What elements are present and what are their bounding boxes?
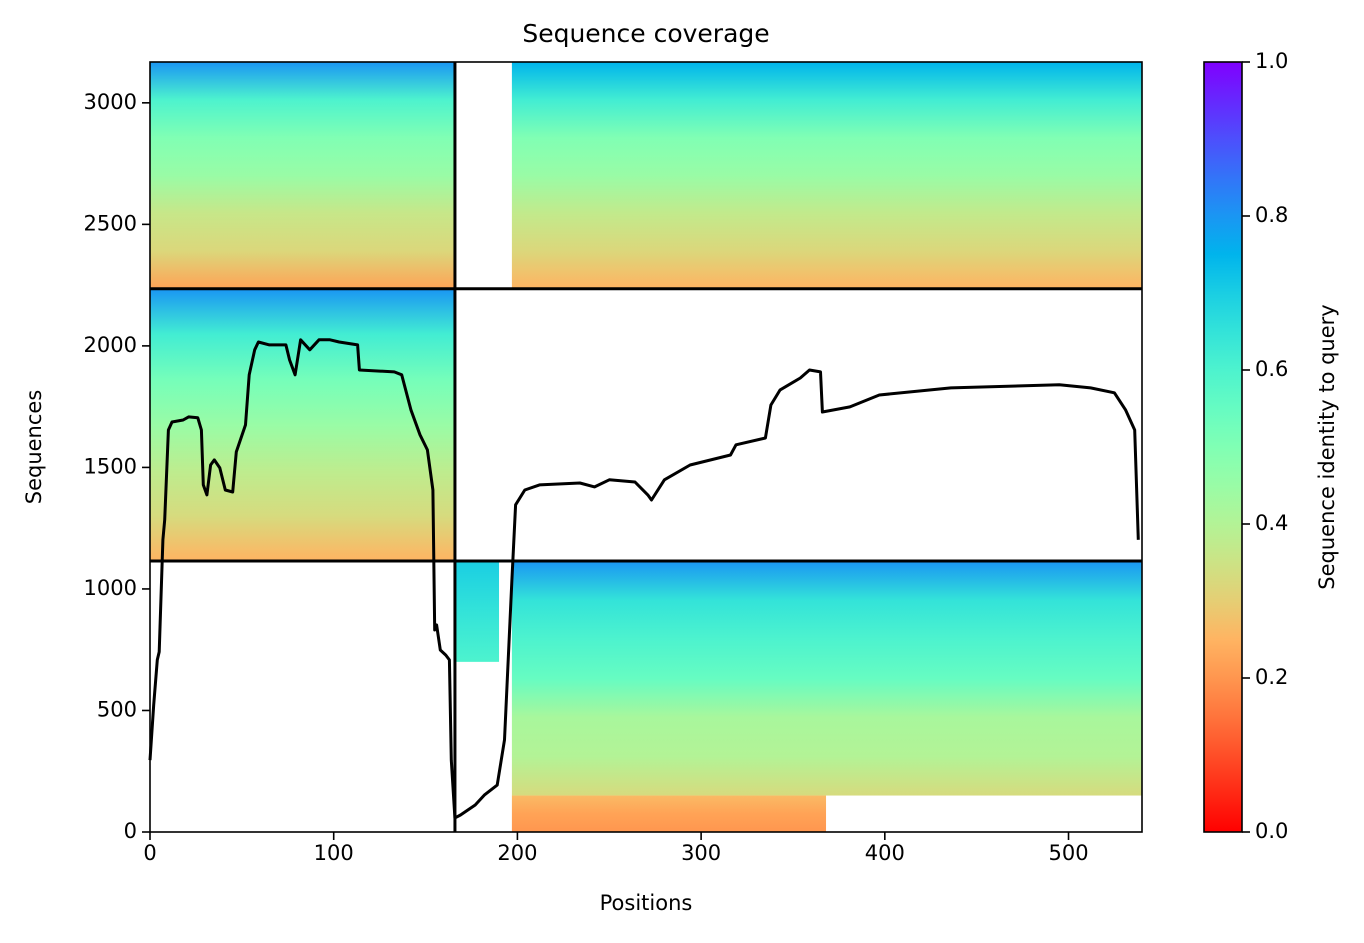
x-tick-label: 100: [314, 841, 354, 865]
coverage-block: [454, 560, 500, 662]
y-tick-label: 0: [124, 819, 137, 843]
colorbar-tick-label: 0.2: [1255, 665, 1288, 689]
x-tick-label: 0: [143, 841, 156, 865]
chart-title: Sequence coverage: [522, 19, 769, 48]
colorbar-tick-label: 0.6: [1255, 357, 1288, 381]
x-tick-label: 300: [681, 841, 721, 865]
coverage-block: [150, 62, 455, 289]
colorbar: [1203, 61, 1243, 833]
coverage-block: [150, 288, 455, 561]
coverage-block: [511, 795, 827, 832]
y-tick-label: 1000: [84, 576, 137, 600]
y-tick-label: 500: [97, 697, 137, 721]
colorbar-tick-label: 1.0: [1255, 49, 1288, 73]
plot-frame: [149, 61, 1143, 833]
y-tick-label: 2500: [84, 211, 137, 235]
y-tick-label: 2000: [84, 333, 137, 357]
colorbar-tick-label: 0.0: [1255, 819, 1288, 843]
x-tick-label: 500: [1048, 841, 1088, 865]
x-axis-label: Positions: [600, 891, 693, 915]
y-tick-label: 1500: [84, 454, 137, 478]
y-axis-label: Sequences: [22, 390, 46, 505]
x-tick-label: 400: [865, 841, 905, 865]
coverage-line: [148, 338, 1140, 820]
coverage-block: [511, 62, 1142, 289]
colorbar-label: Sequence identity to query: [1315, 304, 1339, 589]
x-tick-label: 200: [497, 841, 537, 865]
coverage-block: [511, 560, 1142, 796]
y-tick-label: 3000: [84, 90, 137, 114]
colorbar-tick-label: 0.8: [1255, 203, 1288, 227]
colorbar-tick-label: 0.4: [1255, 511, 1288, 535]
